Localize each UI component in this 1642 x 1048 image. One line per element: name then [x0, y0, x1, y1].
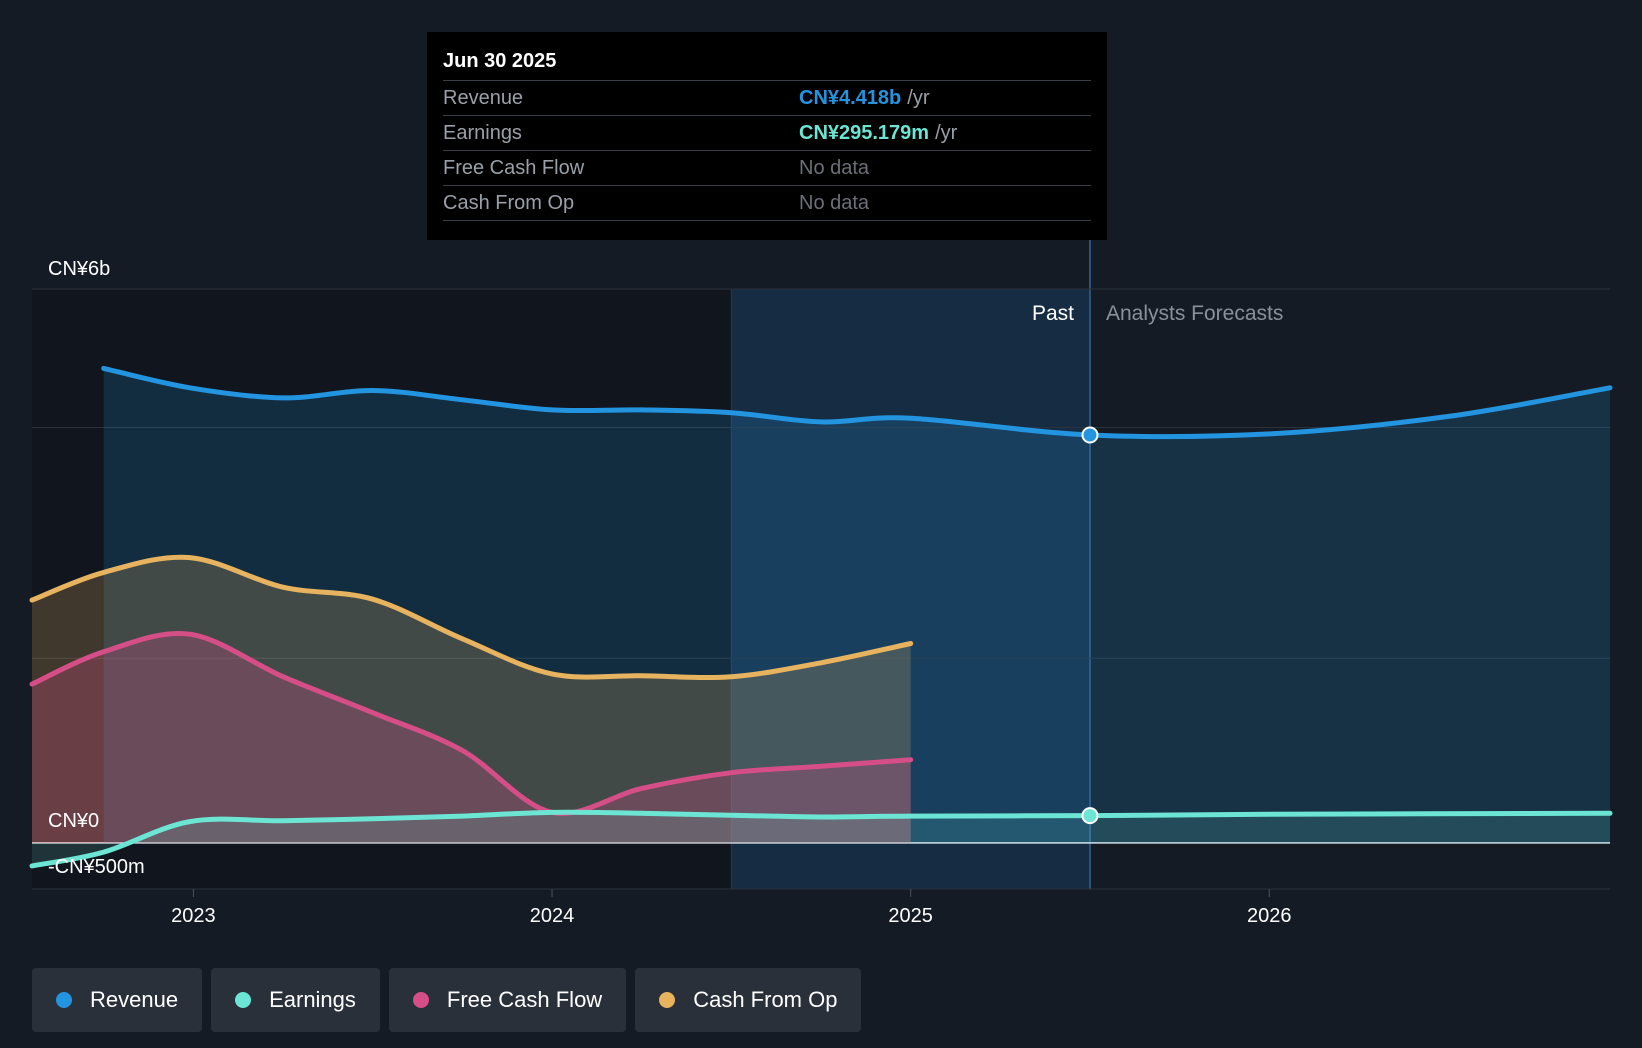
x-tick-label: 2024 [530, 905, 575, 927]
y-tick-label: CN¥0 [48, 810, 99, 832]
hover-tooltip: Jun 30 2025 Revenue CN¥4.418b /yr Earnin… [427, 32, 1107, 240]
cash-from-op-dot-icon [659, 992, 676, 1008]
tooltip-row-earnings: Earnings CN¥295.179m /yr [443, 115, 1091, 150]
earnings-marker [1081, 807, 1099, 825]
legend-item-free-cash-flow[interactable]: Free Cash Flow [388, 968, 627, 1032]
legend-item-earnings[interactable]: Earnings [211, 968, 380, 1032]
tooltip-unit: /yr [907, 87, 930, 109]
chart-background-layer [32, 240, 1091, 889]
revenue-dot-icon [56, 992, 72, 1008]
cash-from-op-line [29, 554, 914, 681]
tooltip-label: Cash From Op [443, 192, 575, 214]
tooltip-row-free-cash-flow: Free Cash Flow No data [443, 150, 1091, 185]
axis-labels: CN¥6b CN¥0 -CN¥500m 2023 2024 2025 2026 Past Ana… [48, 258, 1292, 927]
tooltip-label: Revenue [443, 87, 524, 109]
tooltip-row-revenue: Revenue CN¥4.418b /yr [443, 80, 1091, 115]
tooltip-unit: /yr [935, 122, 958, 144]
legend: Revenue Earnings Free Cash Flow Cash Fro… [32, 968, 862, 1032]
legend-label: Cash From Op [693, 987, 838, 1012]
past-label: Past [1032, 302, 1074, 325]
series-lines [29, 365, 1613, 869]
highlight-region [731, 289, 1090, 889]
legend-label: Earnings [269, 987, 356, 1012]
revenue-marker [1081, 426, 1099, 444]
y-tick-label: CN¥6b [48, 258, 110, 280]
series-areas [32, 368, 1611, 866]
cash-from-op-area [32, 557, 911, 843]
earnings-area [32, 812, 1610, 866]
legend-label: Free Cash Flow [446, 987, 603, 1012]
revenue-line [101, 365, 1613, 440]
earnings-line [29, 809, 1613, 869]
tooltip-date: Jun 30 2025 [443, 50, 557, 72]
tooltip-row-cash-from-op: Cash From Op No data [443, 185, 1091, 221]
free-cash-flow-line [29, 630, 914, 816]
tooltip-value-earnings: CN¥295.179m [799, 122, 930, 144]
legend-item-revenue[interactable]: Revenue [32, 968, 203, 1032]
x-tick-label: 2026 [1247, 905, 1292, 927]
y-tick-label: -CN¥500m [48, 856, 145, 878]
legend-item-cash-from-op[interactable]: Cash From Op [635, 968, 862, 1032]
tooltip-value-revenue: CN¥4.418b [799, 87, 902, 109]
x-tick-label: 2023 [171, 905, 216, 927]
free-cash-flow-dot-icon [412, 992, 429, 1008]
tooltip-value-free-cash-flow: No data [799, 157, 870, 179]
tooltip-label: Earnings [443, 122, 522, 144]
tooltip-label: Free Cash Flow [443, 157, 585, 179]
revenue-area [103, 368, 1611, 843]
hover-markers [1081, 426, 1099, 825]
earnings-dot-icon [235, 992, 252, 1008]
free-cash-flow-area [32, 633, 911, 843]
forecast-label: Analysts Forecasts [1106, 302, 1283, 325]
x-tick-label: 2025 [888, 905, 933, 927]
legend-label: Revenue [90, 987, 179, 1012]
tooltip-value-cash-from-op: No data [799, 192, 870, 214]
